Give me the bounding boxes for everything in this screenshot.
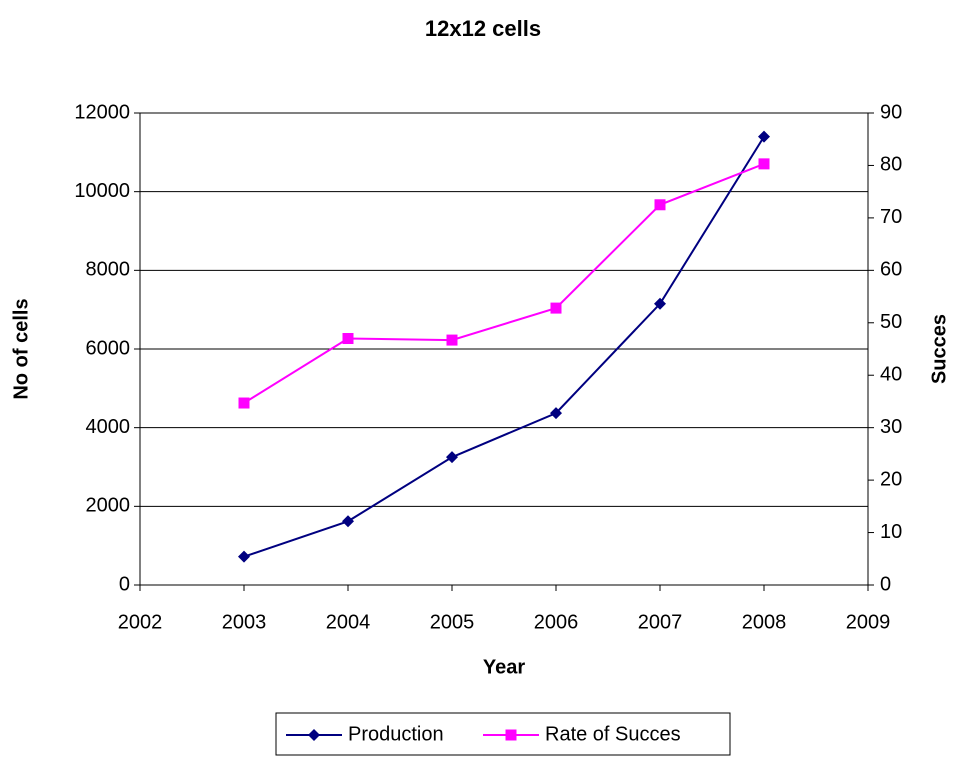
legend-label: Rate of Succes (545, 723, 681, 745)
data-point (758, 130, 770, 143)
y2-tick-label: 10 (880, 521, 902, 543)
x-axis-label: Year (483, 656, 525, 678)
data-point (446, 451, 458, 464)
y2-tick-label: 60 (880, 259, 902, 281)
y-tick-label: 10000 (74, 180, 130, 202)
x-tick-label: 2005 (430, 611, 475, 633)
legend-label: Production (348, 723, 444, 745)
x-tick-label: 2006 (534, 611, 579, 633)
y2-tick-label: 50 (880, 311, 902, 333)
data-point (758, 158, 770, 170)
x-tick-label: 2008 (742, 611, 787, 633)
y2-tick-label: 40 (880, 364, 902, 386)
series-line (243, 162, 765, 404)
legend-marker (308, 729, 320, 741)
data-point (550, 407, 562, 420)
series-line (243, 136, 765, 558)
y-tick-label: 6000 (86, 337, 131, 359)
x-tick-label: 2003 (222, 611, 267, 633)
y2-axis-label: Succes (928, 314, 950, 384)
data-point (446, 334, 458, 346)
x-tick-label: 2009 (846, 611, 891, 633)
y2-tick-label: 80 (880, 154, 902, 176)
y-tick-label: 2000 (86, 495, 131, 517)
chart-title: 12x12 cells (425, 16, 541, 41)
y-tick-label: 8000 (86, 259, 131, 281)
y-tick-label: 4000 (86, 416, 131, 438)
x-tick-label: 2004 (326, 611, 371, 633)
data-point (342, 333, 354, 345)
y2-tick-label: 0 (880, 573, 891, 595)
data-point (238, 397, 250, 409)
y2-tick-label: 70 (880, 206, 902, 228)
y2-tick-label: 30 (880, 416, 902, 438)
x-tick-label: 2002 (118, 611, 163, 633)
y2-tick-label: 20 (880, 468, 902, 490)
data-point (654, 199, 666, 211)
y-axis-label: No of cells (10, 298, 32, 399)
y-tick-label: 0 (119, 573, 130, 595)
data-point (342, 515, 354, 528)
x-tick-label: 2007 (638, 611, 683, 633)
legend-box (275, 712, 731, 756)
y2-tick-label: 90 (880, 101, 902, 123)
data-point (654, 297, 666, 310)
data-point (550, 302, 562, 314)
y-tick-label: 12000 (74, 101, 130, 123)
data-point (238, 550, 250, 563)
legend-marker (505, 729, 517, 741)
